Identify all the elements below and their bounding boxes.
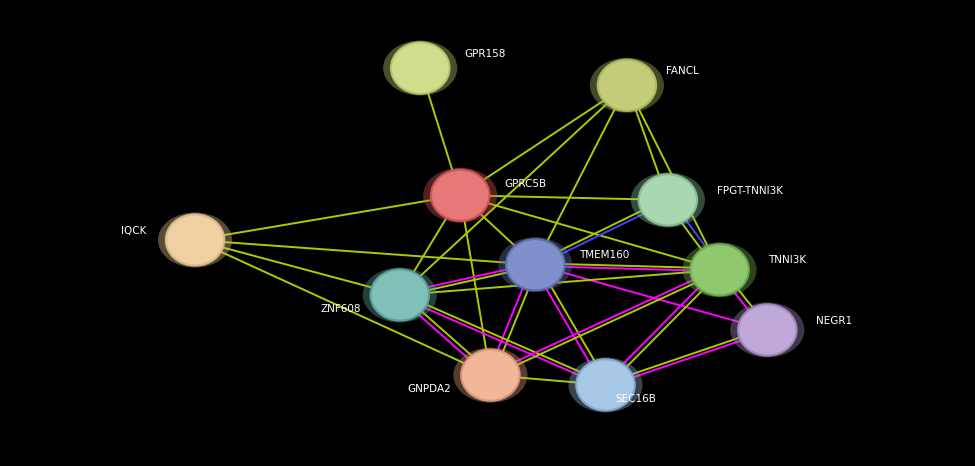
Ellipse shape	[730, 302, 804, 357]
Ellipse shape	[639, 174, 697, 226]
Ellipse shape	[461, 350, 520, 401]
Ellipse shape	[423, 168, 497, 223]
Ellipse shape	[391, 42, 449, 94]
Ellipse shape	[158, 212, 232, 267]
Text: GNPDA2: GNPDA2	[408, 384, 451, 394]
Text: ZNF608: ZNF608	[320, 304, 361, 314]
Ellipse shape	[383, 41, 457, 96]
Ellipse shape	[431, 170, 489, 221]
Text: NEGR1: NEGR1	[816, 315, 852, 326]
Ellipse shape	[631, 172, 705, 227]
Ellipse shape	[506, 239, 565, 290]
Ellipse shape	[453, 348, 527, 403]
Text: SEC16B: SEC16B	[615, 394, 656, 404]
Text: FPGT-TNNI3K: FPGT-TNNI3K	[717, 185, 783, 196]
Ellipse shape	[166, 214, 224, 266]
Text: TNNI3K: TNNI3K	[768, 255, 806, 266]
Ellipse shape	[363, 267, 437, 322]
Ellipse shape	[576, 359, 635, 411]
Text: FANCL: FANCL	[666, 66, 699, 76]
Ellipse shape	[370, 269, 429, 321]
Text: GPR158: GPR158	[464, 49, 505, 59]
Ellipse shape	[690, 244, 749, 295]
Ellipse shape	[568, 357, 643, 412]
Text: GPRC5B: GPRC5B	[504, 178, 546, 189]
Ellipse shape	[682, 242, 757, 297]
Text: IQCK: IQCK	[121, 226, 146, 236]
Ellipse shape	[498, 237, 572, 292]
Text: TMEM160: TMEM160	[579, 250, 630, 260]
Ellipse shape	[590, 58, 664, 113]
Ellipse shape	[598, 60, 656, 111]
Ellipse shape	[738, 304, 797, 356]
